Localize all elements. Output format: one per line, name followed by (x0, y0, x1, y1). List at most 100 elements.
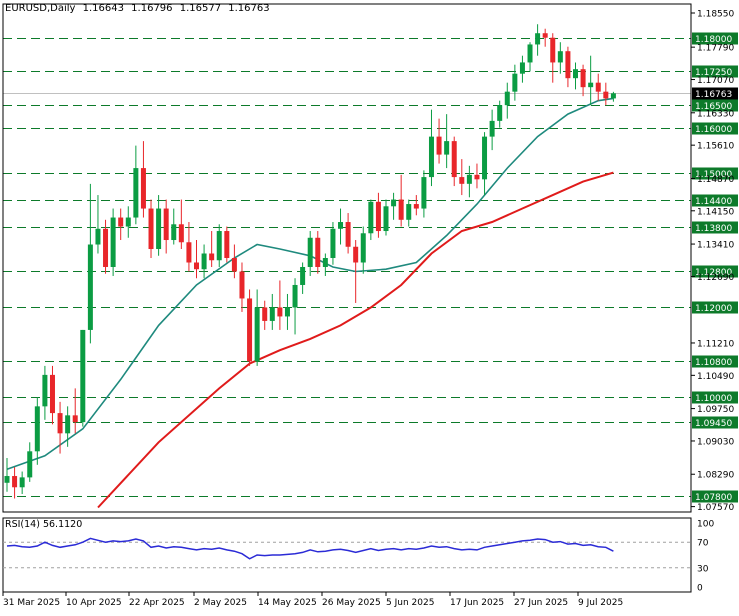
candle-body (12, 476, 18, 488)
level-label: 1.07800 (695, 493, 732, 503)
candle-body (262, 307, 268, 321)
candle-body (239, 271, 245, 299)
symbol-label: EURUSD,Daily (5, 3, 76, 14)
open-value: 1.16643 (82, 3, 124, 14)
candle-body (34, 406, 40, 452)
level-label: 1.18000 (695, 35, 732, 45)
x-tick-label: 9 Jul 2025 (578, 598, 623, 608)
x-tick-label: 26 May 2025 (322, 598, 381, 608)
candle-body (565, 51, 571, 79)
candle-body (345, 222, 351, 247)
y-tick-label: 1.10490 (697, 372, 734, 382)
low-value: 1.16577 (179, 3, 222, 14)
candle-body (444, 141, 450, 155)
candle-body (292, 284, 298, 308)
candle-body (595, 82, 601, 92)
y-tick-label: 1.09030 (697, 437, 734, 447)
close-value: 1.16763 (228, 3, 270, 14)
fast-ma-line (6, 97, 614, 471)
candle-body (330, 228, 336, 258)
level-label: 1.14400 (695, 197, 732, 207)
level-label-bg (692, 301, 738, 314)
rsi-tick-label: 0 (697, 584, 703, 594)
y-tick-label: 1.14150 (697, 207, 734, 217)
candle-body (466, 174, 472, 184)
level-label-bg (692, 265, 738, 278)
candle-body (140, 168, 146, 209)
x-tick-label: 5 Jun 2025 (386, 598, 434, 608)
candle-body (322, 258, 328, 267)
level-label: 1.10000 (695, 394, 732, 404)
axes: 1.18000 1.17250 1.16500 1.16000 1.15000 1.144… (2, 3, 738, 608)
level-label-bg (692, 99, 738, 112)
x-tick-label: 2 May 2025 (194, 598, 247, 608)
y-tick-label: 1.13410 (697, 241, 734, 251)
level-label: 1.17250 (695, 68, 732, 78)
y-tick-label: 1.08290 (697, 471, 734, 481)
candle-body (118, 217, 124, 227)
level-label-bg (692, 194, 738, 207)
rsi-value: 56.1120 (42, 519, 83, 530)
level-label-bg (692, 490, 738, 503)
candle-body (573, 69, 578, 79)
y-tick-label: 1.16330 (697, 109, 734, 119)
candle-body (148, 208, 154, 250)
candle-body (421, 177, 427, 209)
candle-body (186, 242, 192, 263)
candle-body (201, 253, 207, 270)
candle-body (307, 237, 313, 267)
candle-body (133, 168, 139, 218)
price-frame (2, 3, 692, 513)
candle-body (550, 37, 556, 63)
moving-averages (6, 97, 614, 509)
candle-body (231, 258, 237, 272)
high-value: 1.16796 (131, 3, 173, 14)
rsi-frame (2, 517, 692, 593)
candle-body (497, 105, 503, 121)
candle-body (588, 82, 594, 88)
candles (4, 24, 616, 499)
level-label-bg (692, 391, 738, 404)
candle-body (125, 217, 131, 227)
candle-body (209, 253, 215, 261)
x-tick-label: 17 Jun 2025 (450, 598, 504, 608)
candle-body (216, 231, 222, 261)
candle-body (178, 224, 184, 243)
level-label-bg (692, 355, 738, 368)
rsi-tick-label: 30 (697, 564, 709, 574)
y-tick-label: 1.15610 (697, 142, 734, 152)
x-tick-label: 14 May 2025 (258, 598, 317, 608)
candle-body (247, 298, 253, 362)
candle-body (519, 62, 525, 74)
level-label: 1.12000 (695, 304, 732, 314)
candle-body (504, 91, 510, 106)
candle-body (65, 415, 71, 434)
candle-body (42, 374, 48, 407)
candle-body (527, 44, 533, 63)
candle-body (103, 228, 109, 267)
candle-body (368, 201, 374, 234)
candle-body (459, 177, 465, 184)
candle-body (512, 73, 518, 92)
candle-body (436, 136, 442, 155)
rsi-panel: 100 70 30 0 (3, 520, 714, 594)
level-label-bg (692, 221, 738, 234)
chart-header: EURUSD,Daily 1.16643 1.16796 1.16577 1.1… (5, 3, 274, 14)
candle-body (338, 222, 344, 229)
candle-body (156, 208, 162, 250)
candle-body (4, 476, 10, 483)
current-price-label-bg (692, 87, 738, 100)
level-label-bg (692, 32, 738, 45)
y-tick-label: 1.07570 (697, 503, 734, 513)
rsi-label: RSI(14) (5, 519, 40, 530)
x-tick-label: 27 Jun 2025 (514, 598, 568, 608)
y-tick-label: 1.17070 (697, 76, 734, 86)
candle-body (542, 33, 548, 38)
slow-ma-line (97, 171, 614, 509)
candle-body (535, 33, 541, 45)
y-tick-label: 1.17790 (697, 44, 734, 54)
y-tick-label: 1.09750 (697, 405, 734, 415)
level-label: 1.10800 (695, 358, 732, 368)
candle-body (224, 231, 230, 258)
